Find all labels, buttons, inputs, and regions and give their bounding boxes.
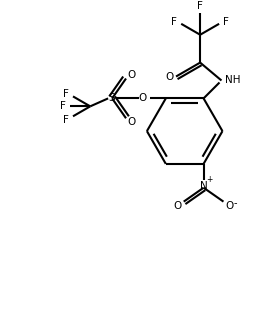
Text: F: F — [63, 89, 69, 99]
Text: +: + — [206, 175, 213, 184]
Text: F: F — [197, 1, 203, 11]
Text: O: O — [139, 93, 147, 103]
Text: F: F — [171, 17, 177, 27]
Text: O: O — [165, 72, 173, 82]
Text: O: O — [128, 117, 136, 127]
Text: F: F — [60, 101, 66, 111]
Text: S: S — [109, 93, 115, 103]
Text: F: F — [63, 115, 69, 125]
Text: O: O — [174, 201, 182, 211]
Text: O: O — [225, 201, 233, 211]
Text: NH: NH — [225, 76, 241, 85]
Text: F: F — [223, 17, 229, 27]
Text: -: - — [234, 198, 237, 208]
Text: O: O — [128, 70, 136, 80]
Text: N: N — [200, 181, 207, 191]
